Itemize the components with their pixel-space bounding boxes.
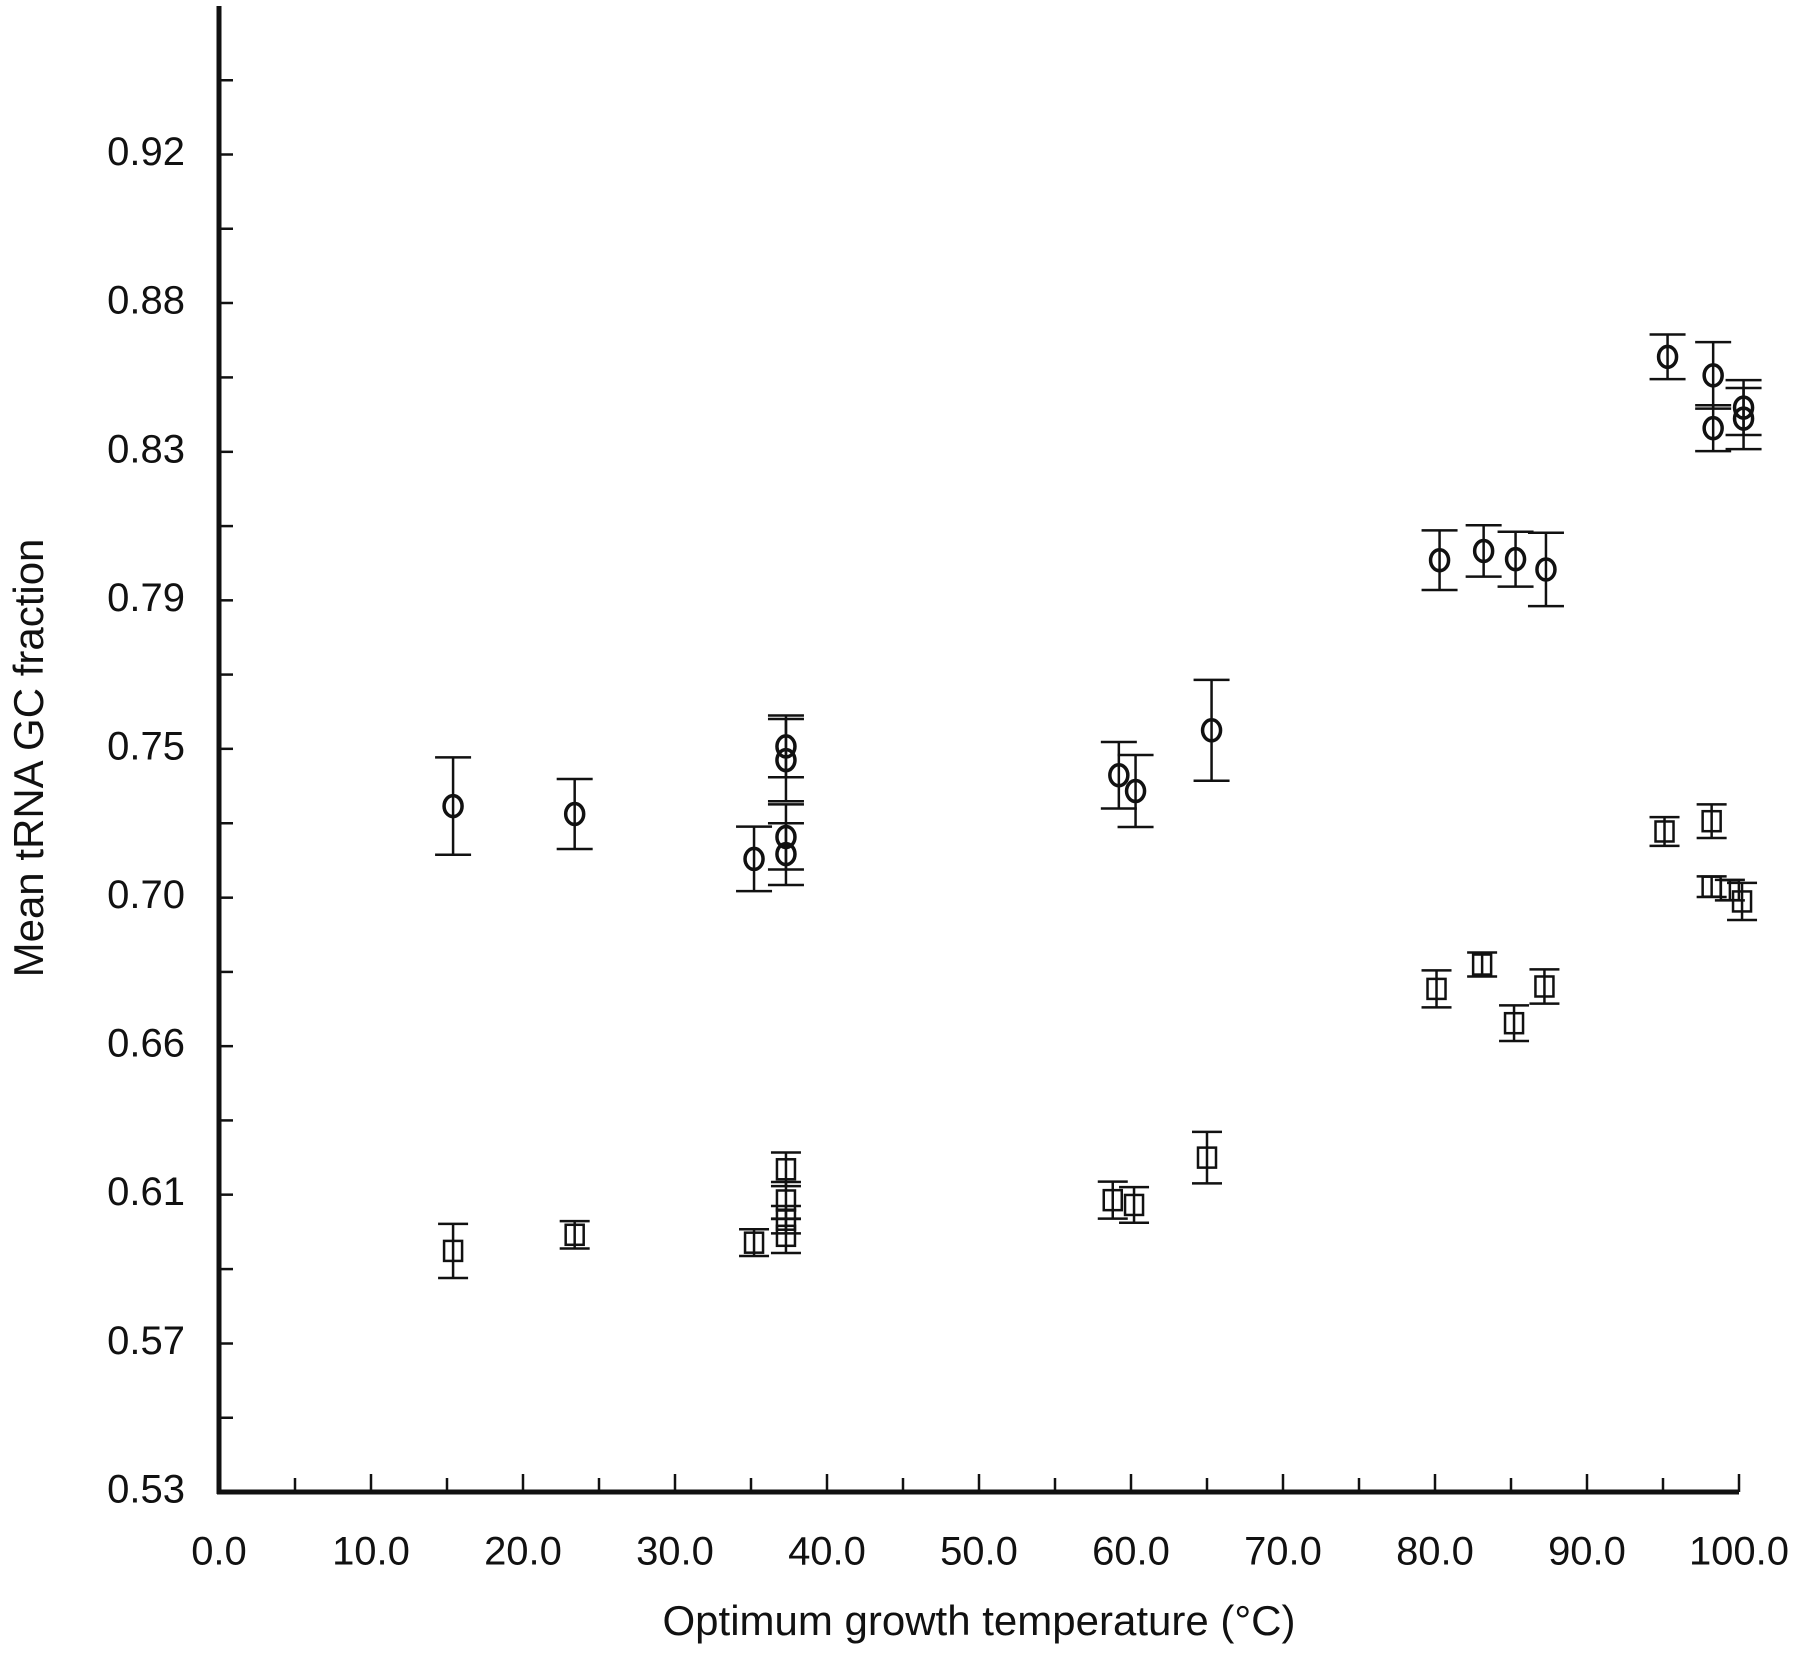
error-bar: [767, 821, 804, 887]
point: [1702, 363, 1724, 388]
point: [775, 747, 797, 773]
point: [1702, 415, 1724, 441]
y-tick-label: 0.66: [107, 1022, 185, 1066]
y-tick-label: 0.61: [107, 1170, 185, 1214]
point: [1535, 557, 1557, 582]
error-bar: [1727, 881, 1758, 922]
point: [1200, 718, 1223, 743]
point: [1534, 975, 1555, 998]
point: [1124, 778, 1147, 804]
x-tick-label: 50.0: [940, 1530, 1018, 1574]
point: [1732, 406, 1755, 431]
y-tick-label: 0.92: [107, 130, 185, 174]
x-tick-label: 80.0: [1396, 1530, 1474, 1574]
error-bar: [1421, 969, 1452, 1009]
point: [1102, 1188, 1124, 1212]
point: [1719, 878, 1741, 902]
point: [1196, 1146, 1218, 1169]
point: [1108, 762, 1130, 788]
error-bar: [1193, 678, 1230, 782]
error-bar: [1499, 1004, 1530, 1043]
error-bar: [1117, 753, 1154, 829]
error-bar: [1421, 529, 1458, 592]
error-bar: [1192, 1130, 1222, 1185]
error-bar: [1696, 803, 1727, 840]
point: [743, 846, 765, 872]
point: [1123, 1193, 1145, 1217]
error-bar: [1467, 951, 1498, 978]
y-tick-label: 0.70: [107, 873, 185, 917]
point: [1731, 890, 1753, 913]
error-bar: [1100, 740, 1137, 810]
error-bar: [435, 756, 472, 857]
point: [563, 801, 586, 827]
x-tick-label: 70.0: [1244, 1530, 1322, 1574]
point: [1472, 538, 1495, 564]
error-bar: [1097, 1180, 1128, 1220]
error-bar: [1497, 530, 1534, 588]
point: [1656, 344, 1679, 370]
point: [775, 1224, 797, 1248]
error-bar: [736, 825, 773, 893]
point: [1701, 809, 1722, 833]
x-tick-label: 0.0: [191, 1530, 247, 1574]
point: [1654, 820, 1675, 843]
error-bar: [1695, 403, 1732, 453]
y-tick-label: 0.83: [107, 427, 185, 471]
point: [564, 1223, 585, 1247]
error-bar: [1529, 968, 1560, 1005]
x-tick-label: 90.0: [1548, 1530, 1626, 1574]
error-bar: [556, 777, 593, 851]
error-bar: [767, 717, 804, 803]
y-axis-label: Mean tRNA GC fraction: [5, 539, 52, 978]
y-tick-label: 0.57: [107, 1319, 185, 1363]
y-tick-label: 0.75: [107, 724, 185, 768]
point: [1503, 1011, 1525, 1035]
error-bar: [438, 1222, 469, 1280]
error-bar: [1465, 523, 1502, 578]
error-bar: [1527, 531, 1564, 608]
point: [775, 841, 797, 867]
error-bar: [1119, 1185, 1150, 1225]
x-tick-label: 100.0: [1689, 1530, 1789, 1574]
point: [743, 1231, 765, 1254]
point: [1426, 977, 1447, 1001]
point: [1504, 546, 1527, 572]
x-axis-label: Optimum growth temperature (°C): [663, 1597, 1296, 1644]
x-tick-label: 20.0: [484, 1530, 562, 1574]
y-tick-label: 0.88: [107, 279, 185, 323]
point: [1471, 953, 1493, 976]
x-tick-label: 10.0: [332, 1530, 410, 1574]
point: [775, 1158, 797, 1181]
x-tick-label: 30.0: [636, 1530, 714, 1574]
point: [442, 1239, 464, 1263]
y-tick-label: 0.53: [107, 1468, 185, 1512]
x-tick-label: 60.0: [1092, 1530, 1170, 1574]
point: [442, 793, 464, 819]
x-tick-label: 40.0: [788, 1530, 866, 1574]
error-bar: [1725, 386, 1762, 451]
error-bar: [1649, 333, 1686, 381]
y-tick-label: 0.79: [107, 576, 185, 620]
point: [1428, 547, 1451, 573]
error-bar: [770, 1217, 801, 1255]
